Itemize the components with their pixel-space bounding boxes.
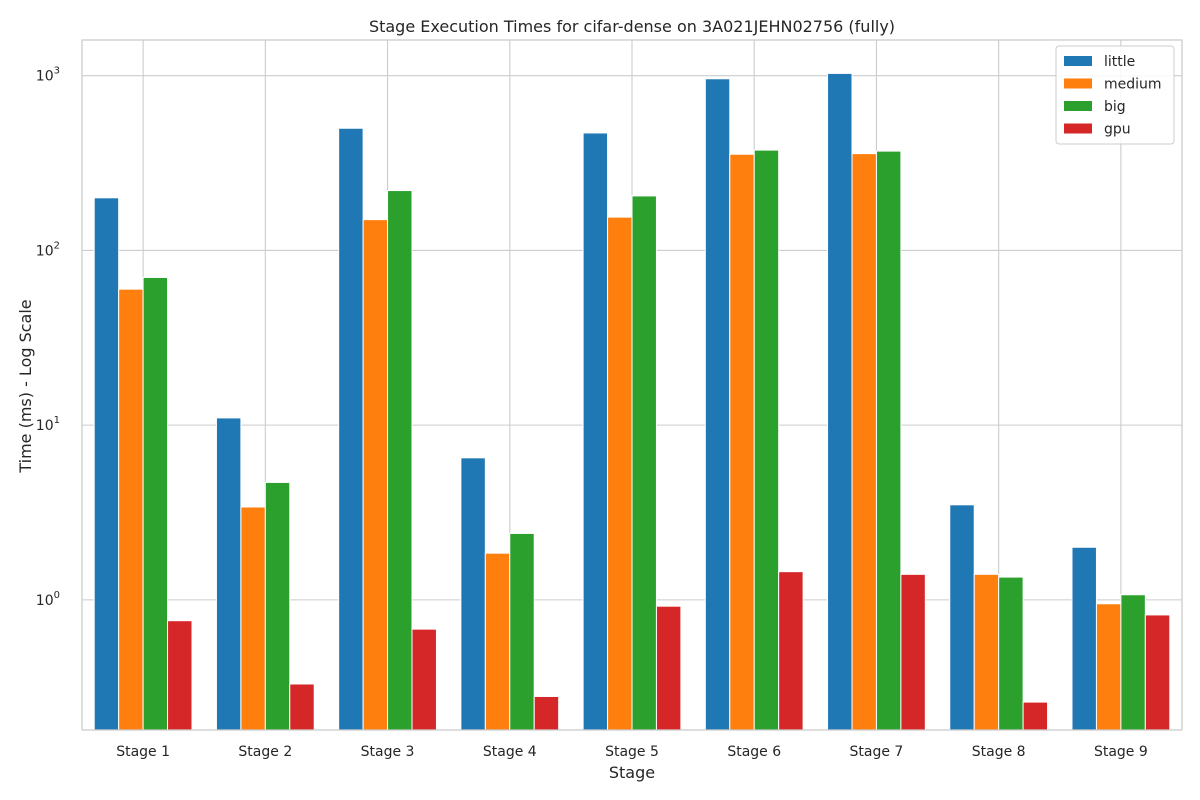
y-tick-label: 100 (36, 590, 60, 609)
legend-box (1055, 45, 1175, 145)
bar-gpu-5 (655, 605, 682, 731)
bar-big-7 (875, 150, 902, 731)
legend-label-little: little (1104, 54, 1135, 70)
bar-big-1 (142, 276, 169, 731)
x-axis-label: Stage (609, 763, 655, 782)
legend-label-big: big (1104, 99, 1126, 115)
bar-big-8 (998, 576, 1024, 731)
legend-swatch-big (1064, 101, 1092, 111)
x-tick-label: Stage 7 (850, 744, 904, 760)
bar-gpu-2 (289, 683, 315, 731)
bar-little-5 (582, 132, 609, 731)
bar-big-3 (387, 190, 413, 731)
y-tick-label: 101 (36, 415, 60, 434)
legend-label-medium: medium (1104, 77, 1162, 93)
x-tick-label: Stage 3 (361, 744, 415, 760)
bar-gpu-9 (1144, 614, 1171, 731)
bar-little-2 (215, 417, 242, 731)
bar-gpu-3 (411, 628, 437, 731)
bar-gpu-6 (778, 571, 804, 731)
bar-medium-8 (973, 573, 1000, 731)
bar-gpu-1 (167, 620, 193, 731)
x-tick-label: Stage 2 (238, 744, 292, 760)
y-axis-label: Time (ms) - Log Scale (16, 299, 35, 473)
bar-medium-5 (607, 216, 633, 731)
legend: little medium big gpu (1055, 45, 1175, 145)
bar-little-1 (93, 197, 120, 731)
legend-swatch-medium (1064, 78, 1092, 89)
bar-big-2 (264, 481, 291, 731)
y-tick-label: 103 (36, 66, 60, 85)
bar-little-7 (827, 72, 853, 731)
bar-gpu-8 (1022, 701, 1049, 731)
bar-little-3 (338, 127, 364, 731)
x-tick-label: Stage 8 (972, 744, 1026, 760)
bar-little-8 (949, 504, 975, 731)
bar-medium-4 (484, 552, 511, 731)
x-tick-label: Stage 9 (1094, 744, 1148, 760)
x-tick-label: Stage 5 (605, 744, 659, 760)
bar-big-5 (631, 195, 657, 731)
y-tick-labels: 100 101 102 103 (36, 66, 60, 609)
bar-little-6 (704, 78, 731, 731)
bar-medium-2 (240, 506, 266, 731)
chart-title: Stage Execution Times for cifar-dense on… (369, 17, 895, 36)
bar-medium-3 (362, 219, 389, 731)
bar-big-9 (1120, 594, 1146, 731)
x-tick-label: Stage 6 (727, 744, 781, 760)
x-tick-label: Stage 1 (116, 744, 170, 760)
bar-little-9 (1071, 546, 1097, 731)
legend-swatch-gpu (1064, 123, 1092, 134)
legend-swatch-little (1064, 56, 1092, 66)
bar-big-4 (509, 532, 535, 731)
bars (93, 72, 1171, 731)
y-tick-label: 102 (36, 240, 60, 259)
legend-label-gpu: gpu (1104, 122, 1131, 138)
plot-frame (81, 39, 1183, 731)
bar-medium-9 (1095, 603, 1122, 731)
bar-big-6 (753, 149, 780, 731)
bar-little-4 (460, 457, 486, 731)
bar-medium-7 (851, 153, 877, 731)
x-tick-labels: Stage 1 Stage 2 Stage 3 Stage 4 Stage 5 Stage… (116, 744, 1148, 760)
bar-gpu-7 (900, 573, 926, 731)
bar-gpu-4 (533, 695, 560, 731)
x-tick-label: Stage 4 (483, 744, 537, 760)
bar-medium-6 (729, 153, 755, 731)
bar-medium-1 (118, 288, 144, 731)
